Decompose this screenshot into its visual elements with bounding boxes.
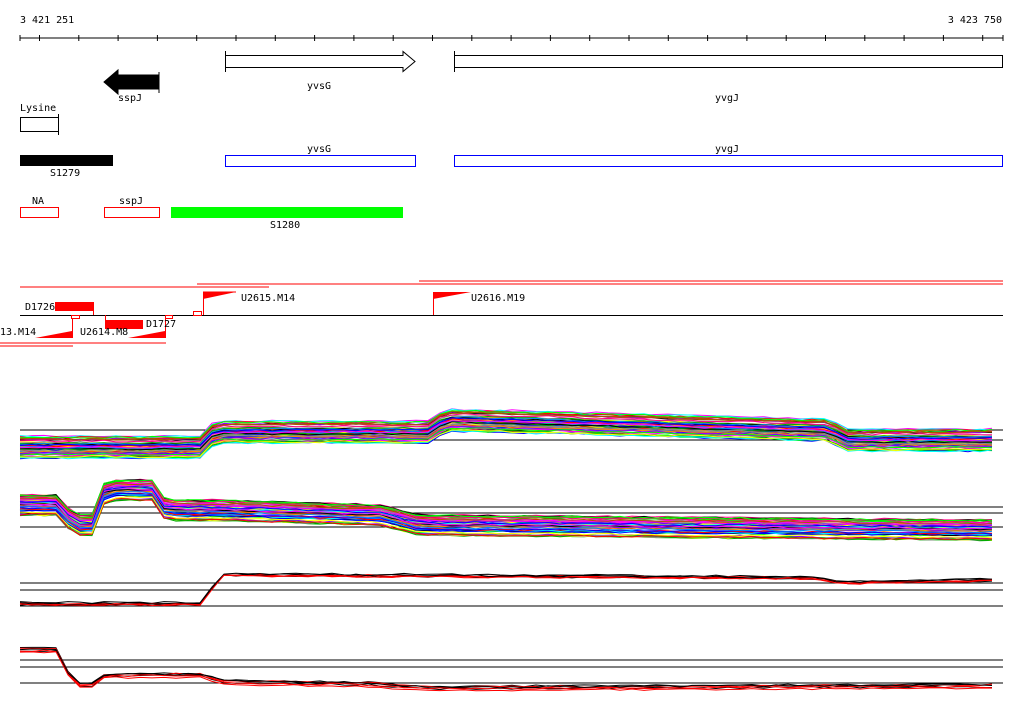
- annotation-label: NA: [32, 196, 44, 207]
- expression-track-4: [19, 646, 1003, 692]
- gene-label: yvgJ: [715, 93, 739, 104]
- expression-line: [19, 480, 993, 524]
- expression-line: [19, 492, 993, 535]
- terminator-label: Lysine: [20, 103, 56, 114]
- transcript-label: U2614.M8: [80, 327, 128, 338]
- expression-line: [19, 647, 993, 689]
- transcript-U2616.M19[interactable]: U2616.M19: [433, 292, 525, 315]
- expression-line: [19, 648, 993, 689]
- expression-line: [19, 651, 993, 692]
- ruler-start-label: 3 421 251: [20, 15, 74, 26]
- segment-label: S1279: [50, 168, 80, 179]
- expression-track-2: [19, 478, 1003, 542]
- transcript-label: D1726: [25, 302, 55, 313]
- expression-line: [19, 411, 993, 441]
- expression-line: [19, 496, 993, 539]
- transcript-label: U2615.M14: [241, 293, 295, 304]
- expression-line: [19, 415, 993, 445]
- gene-sspJ[interactable]: sspJ: [103, 68, 160, 104]
- segment-label: yvgJ: [715, 144, 739, 155]
- expression-line: [19, 649, 992, 691]
- transcript-label: D1727: [146, 319, 176, 330]
- expression-line: [19, 574, 993, 607]
- expression-line: [19, 494, 993, 536]
- expression-line: [20, 482, 993, 525]
- expression-line: [19, 572, 993, 604]
- position-ruler: [19, 35, 1004, 41]
- expression-line: [19, 423, 993, 452]
- transcript-label: U2616.M19: [471, 293, 525, 304]
- transcript-13.M14[interactable]: 13.M14: [0, 318, 73, 338]
- gene-yvsG[interactable]: yvsG: [225, 50, 416, 92]
- gene-label: sspJ: [118, 93, 142, 104]
- transcript-D1726[interactable]: D1726: [25, 302, 94, 319]
- segment-label: yvsG: [307, 144, 331, 155]
- segment-yvgJ[interactable]: yvgJ: [454, 144, 1003, 167]
- terminator-lysine[interactable]: Lysine: [20, 103, 59, 135]
- expression-line: [19, 491, 993, 534]
- expression-line: [19, 649, 993, 690]
- transcript-U2614.M8[interactable]: U2614.M8: [80, 315, 143, 338]
- gene-yvgJ[interactable]: yvgJ: [454, 51, 1003, 104]
- expression-line: [19, 409, 993, 439]
- transcript-U2615.M14[interactable]: U2615.M14: [193, 291, 296, 316]
- expression-line: [19, 573, 993, 605]
- segment-yvsG[interactable]: yvsG: [225, 144, 416, 167]
- expression-line: [19, 417, 993, 447]
- expression-line: [19, 420, 993, 449]
- segment-S1279[interactable]: S1279: [20, 155, 113, 179]
- expression-line: [19, 487, 993, 530]
- annotation-sspJ[interactable]: sspJ: [104, 196, 160, 218]
- expression-line: [19, 408, 993, 439]
- annotation-label: sspJ: [119, 196, 143, 207]
- gene-label: yvsG: [307, 81, 331, 92]
- expression-line: [19, 486, 993, 528]
- transcript-D1727[interactable]: D1727: [128, 315, 176, 339]
- expression-line: [19, 424, 993, 454]
- annotation-label: S1280: [270, 220, 300, 231]
- expression-line: [19, 427, 993, 456]
- expression-line: [19, 420, 993, 451]
- expression-line: [19, 413, 992, 443]
- ruler-end-label: 3 423 750: [948, 15, 1002, 26]
- annotation-NA[interactable]: NA: [20, 196, 59, 218]
- expression-line: [19, 479, 993, 522]
- annotation-S1280[interactable]: S1280: [171, 207, 403, 231]
- expression-track-3: [19, 572, 1003, 607]
- expression-track-1: [19, 408, 1003, 460]
- transcript-label: 13.M14: [0, 327, 36, 338]
- transcript-track: [0, 280, 1003, 347]
- expression-line: [19, 484, 993, 526]
- expression-line: [19, 492, 993, 535]
- expression-line: [19, 429, 992, 459]
